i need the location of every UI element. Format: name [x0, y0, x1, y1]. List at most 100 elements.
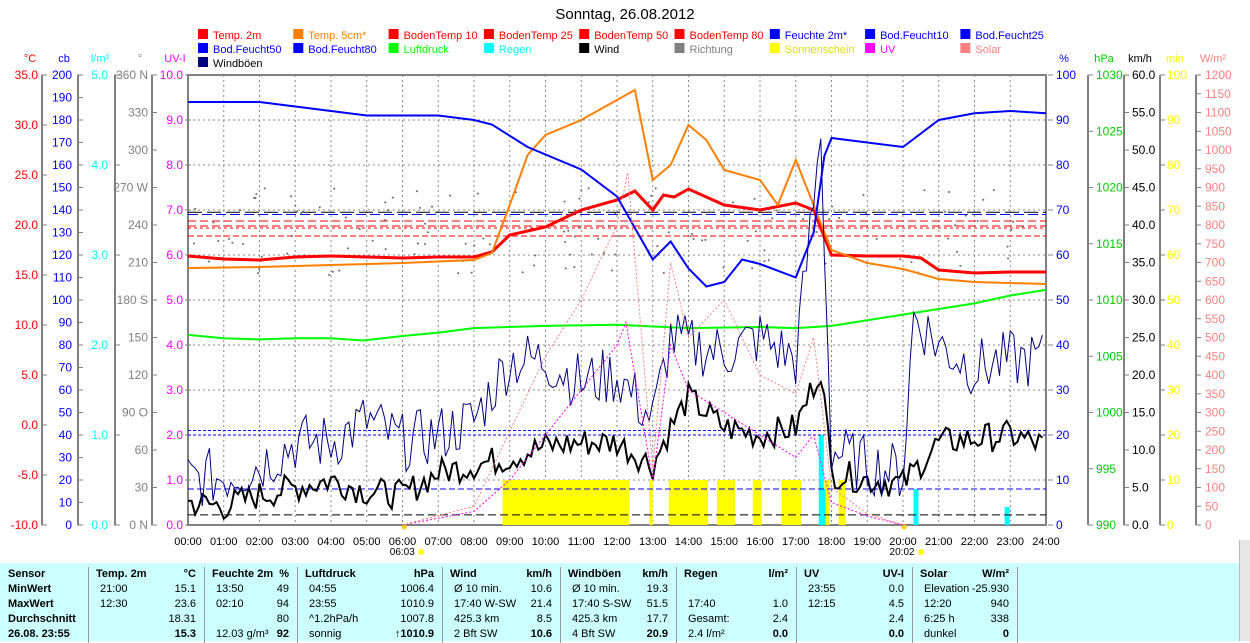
- sunshine-bar: [649, 480, 653, 525]
- column-header: Temp. 2m: [96, 568, 147, 580]
- axis-unit-label: W/m²: [1200, 53, 1227, 65]
- x-tick-label: 04:00: [317, 536, 345, 548]
- column-unit: °C: [183, 568, 196, 580]
- direction-point: [300, 211, 303, 214]
- x-tick-label: 03:00: [281, 536, 309, 548]
- direction-point: [573, 235, 576, 238]
- axis-tick-label: 1100: [1205, 106, 1231, 120]
- direction-point: [194, 207, 197, 210]
- axis-tick-label: 250: [1205, 424, 1225, 438]
- axis-tick-label: 80: [59, 338, 73, 352]
- direction-point: [476, 192, 479, 195]
- cell-value: 8.5: [536, 613, 552, 625]
- column-unit: UV-I: [882, 568, 904, 580]
- legend-label: Wind: [594, 44, 619, 56]
- legend-swatch: [388, 43, 399, 53]
- axis-tick-label: 5.0: [91, 68, 108, 82]
- cell-value: 51.5: [646, 598, 668, 610]
- direction-point: [257, 272, 260, 275]
- axis-tick-label: 3.0: [166, 383, 183, 397]
- axis-tick-label: 6.0: [166, 248, 183, 262]
- axis-tick-label: 100: [1167, 68, 1187, 82]
- table-column: UV UV-I 23:55 0.0 12:15 4.5 2.4 0.0: [796, 567, 913, 643]
- direction-point: [258, 268, 261, 271]
- direction-point: [413, 253, 416, 256]
- legend-swatch: [865, 29, 876, 39]
- direction-point: [569, 253, 572, 256]
- direction-point: [423, 243, 426, 246]
- direction-point: [647, 201, 650, 204]
- direction-point: [418, 206, 421, 209]
- cell-value: 4.5: [888, 598, 904, 610]
- series-temp-2m: [187, 187, 1046, 275]
- direction-point: [1006, 257, 1009, 260]
- axis-tick-label: 10: [1167, 473, 1181, 487]
- axis-tick-label: 0: [65, 518, 72, 532]
- axis-tick-label: 1000: [1096, 406, 1123, 420]
- series-windb-en: [187, 138, 1043, 506]
- direction-point: [286, 252, 289, 255]
- direction-point: [692, 238, 695, 241]
- axis-tick-label: 150: [1205, 462, 1225, 476]
- direction-point: [753, 197, 756, 200]
- axis-tick-label: 700: [1205, 256, 1225, 270]
- direction-point: [241, 242, 244, 245]
- direction-point: [722, 266, 725, 269]
- axis-tick-label: 10.0: [15, 318, 39, 332]
- axis-tick-label: 1005: [1096, 349, 1123, 363]
- vertical-scrollbar[interactable]: [1239, 540, 1250, 641]
- direction-point: [1010, 228, 1013, 231]
- column-unit: km/h: [642, 568, 668, 580]
- table-column: Wind km/h Ø 10 min. 10.6 17:40 W-SW 21.4 425.3…: [442, 567, 561, 643]
- direction-point: [947, 191, 950, 194]
- direction-point: [654, 187, 657, 190]
- direction-point: [954, 224, 957, 227]
- direction-point: [704, 238, 707, 241]
- direction-point: [771, 217, 774, 220]
- axis-tick-label: 30.0: [15, 118, 39, 132]
- sunrise-icon: [418, 549, 425, 555]
- cell-value: 2.4: [772, 613, 788, 625]
- legend-label: Sonnenschein: [785, 44, 855, 56]
- axis-tick-label: 90: [59, 316, 73, 330]
- direction-point: [976, 219, 979, 222]
- axis-tick-label: 330: [128, 106, 148, 120]
- cell-label: 12:15: [808, 598, 836, 610]
- axis-tick-label: 8.0: [166, 158, 183, 172]
- direction-point: [260, 255, 263, 258]
- direction-point: [470, 271, 473, 274]
- axis-unit-label: min: [1166, 53, 1184, 65]
- axis-tick-label: -10.0: [11, 518, 39, 532]
- direction-point: [587, 187, 590, 190]
- direction-point: [763, 260, 766, 263]
- axis-tick-label: 110: [53, 271, 72, 285]
- axis-tick-label: 7.0: [166, 203, 183, 217]
- cell-label: sonnig: [309, 628, 342, 640]
- axis-tick-label: 950: [1205, 162, 1225, 176]
- direction-point: [482, 237, 485, 240]
- axis-tick-label: 10: [59, 496, 73, 510]
- axis-tick-label: 90: [1167, 113, 1181, 127]
- x-tick-label: 23:00: [996, 536, 1024, 548]
- cell-label: 2 Bft SW: [454, 628, 498, 640]
- cell-label: 26.08. 23:55: [8, 628, 70, 640]
- axis-tick-label: 90 O: [122, 406, 148, 420]
- chart-title: Sonntag, 26.08.2012: [555, 6, 695, 23]
- axis-tick-label: -5.0: [17, 468, 38, 482]
- direction-point: [662, 271, 665, 274]
- x-tick-label: 09:00: [496, 536, 524, 548]
- cell-value: 23.6: [174, 598, 196, 610]
- x-tick-label: 11:00: [568, 536, 595, 548]
- direction-point: [610, 269, 613, 272]
- column-header: Windböen: [568, 568, 622, 580]
- cell-label: 4 Bft SW: [572, 628, 616, 640]
- cell-value: 1007.8: [400, 613, 434, 625]
- legend-label: Richtung: [690, 44, 733, 56]
- direction-point: [567, 229, 570, 232]
- legend-label: Bod.Feucht50: [213, 44, 282, 56]
- direction-point: [346, 247, 349, 250]
- axis-tick-label: 100: [52, 293, 72, 307]
- cell-value: 20.9: [646, 628, 668, 640]
- direction-point: [384, 219, 387, 222]
- direction-point: [731, 201, 734, 204]
